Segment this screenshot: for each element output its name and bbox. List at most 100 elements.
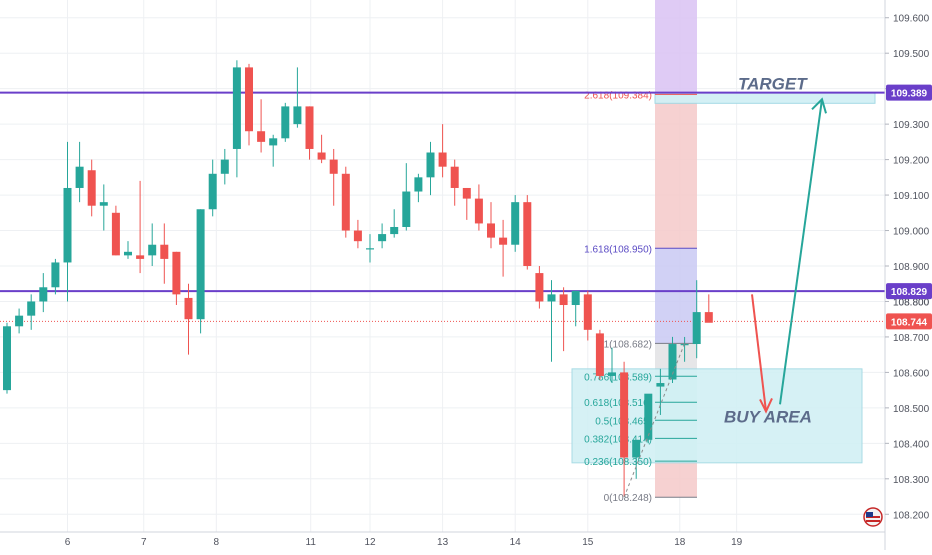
us-flag-icon [862, 506, 884, 528]
price-axis-label: 109.600 [893, 14, 930, 25]
candle-bearish[interactable] [136, 255, 145, 259]
candle-bullish[interactable] [366, 248, 374, 250]
candle-bullish[interactable] [208, 173, 217, 210]
candle-bullish[interactable] [124, 251, 132, 256]
candle-bullish[interactable] [668, 344, 677, 380]
candle-bullish[interactable] [3, 326, 11, 391]
candle-bearish[interactable] [257, 131, 266, 142]
candle-bullish[interactable] [281, 106, 290, 139]
price-axis-label: 109.100 [893, 191, 930, 202]
candle-bullish[interactable] [51, 262, 60, 288]
candle-bullish[interactable] [15, 315, 24, 327]
candle-bullish[interactable] [39, 287, 48, 302]
price-axis-label: 108.700 [893, 333, 930, 344]
candle-bearish[interactable] [87, 170, 96, 206]
candle-bearish[interactable] [595, 333, 604, 376]
price-axis-label: 108.400 [893, 439, 930, 450]
fib-level-label: 0(108.248) [604, 493, 652, 504]
candle-bearish[interactable] [462, 187, 471, 199]
target-label: TARGET [738, 75, 808, 94]
price-axis-label: 109.500 [893, 49, 930, 60]
candle-bullish[interactable] [656, 383, 665, 387]
candle-bullish[interactable] [378, 234, 387, 242]
time-axis-label: 15 [582, 537, 594, 548]
candle-bullish[interactable] [220, 159, 229, 174]
candle-bearish[interactable] [160, 244, 169, 259]
candle-bearish[interactable] [559, 294, 568, 306]
up-arrow-head [811, 97, 827, 114]
fib-level-label: 1(108.682) [604, 339, 652, 350]
time-axis-label: 13 [437, 537, 449, 548]
fib-level-label: 2.618(109.384) [584, 90, 652, 101]
candle-bearish[interactable] [487, 223, 495, 238]
time-axis-label: 8 [214, 537, 220, 548]
fib-level-label: 0.236(108.350) [584, 457, 652, 468]
time-axis-label: 7 [141, 537, 147, 548]
time-axis-label: 19 [731, 537, 743, 548]
candle-bearish[interactable] [111, 212, 120, 256]
fib-zone-upper [655, 0, 697, 95]
candle-bullish[interactable] [390, 226, 399, 235]
candle-bullish[interactable] [75, 166, 84, 188]
price-axis-label: 109.200 [893, 156, 930, 167]
candle-bearish[interactable] [353, 230, 362, 242]
price-axis-badge [886, 283, 932, 300]
candle-bullish[interactable] [196, 209, 205, 320]
candle-bullish[interactable] [402, 191, 411, 227]
price-axis-label: 108.800 [893, 297, 930, 308]
candle-bearish[interactable] [329, 159, 338, 174]
candle-bearish[interactable] [704, 312, 713, 323]
price-axis-label: 108.300 [893, 475, 930, 486]
fib-zone-lower [655, 461, 697, 498]
candle-bullish[interactable] [692, 312, 701, 345]
price-badge-label: 108.744 [891, 317, 928, 328]
candle-bullish[interactable] [571, 290, 580, 306]
candle-bullish[interactable] [547, 294, 556, 302]
fib-zone-1618 [655, 248, 697, 344]
candle-bullish[interactable] [511, 202, 520, 245]
price-badge-label: 109.389 [891, 89, 928, 100]
candle-bearish[interactable] [305, 106, 314, 149]
candle-bearish[interactable] [499, 237, 508, 245]
candle-bullish[interactable] [293, 106, 302, 125]
candle-bearish[interactable] [317, 152, 326, 160]
candle-bullish[interactable] [232, 67, 241, 149]
candle-bearish[interactable] [583, 294, 592, 330]
candle-bearish[interactable] [438, 152, 447, 167]
price-badge-label: 108.829 [891, 287, 928, 298]
down-arrow [751, 294, 767, 412]
candle-bullish[interactable] [27, 301, 36, 316]
candle-bullish[interactable] [632, 439, 641, 458]
up-arrow [779, 99, 823, 405]
price-axis-badge [886, 84, 932, 101]
candle-bearish[interactable] [523, 202, 532, 266]
candle-bearish[interactable] [341, 173, 350, 231]
price-axis-label: 108.600 [893, 368, 930, 379]
candle-bearish[interactable] [184, 297, 193, 320]
candle-bearish[interactable] [620, 372, 629, 458]
candle-bullish[interactable] [269, 138, 278, 146]
candle-bullish[interactable] [644, 393, 653, 440]
candle-bullish[interactable] [426, 152, 435, 178]
candle-bearish[interactable] [474, 198, 483, 224]
candle-bearish[interactable] [535, 273, 544, 302]
price-axis-label: 109.300 [893, 120, 930, 131]
price-axis-label: 108.200 [893, 510, 930, 521]
candle-bearish[interactable] [172, 251, 181, 295]
fib-level-label: 1.618(108.950) [584, 244, 652, 255]
candle-bearish[interactable] [450, 166, 459, 188]
fib-zone-extension [655, 94, 697, 249]
candle-bullish[interactable] [148, 244, 157, 256]
candle-bullish[interactable] [99, 202, 108, 206]
candle-bearish[interactable] [245, 67, 253, 132]
candle-bullish[interactable] [63, 187, 72, 263]
buy-area-label: BUY AREA [724, 408, 812, 427]
price-axis-label: 109.000 [893, 227, 930, 238]
candle-bullish[interactable] [414, 177, 423, 192]
candle-bullish[interactable] [608, 372, 616, 376]
price-axis-label: 108.500 [893, 404, 930, 415]
fib-level-label: 0.382(108.414) [584, 434, 652, 445]
time-axis-label: 12 [364, 537, 376, 548]
